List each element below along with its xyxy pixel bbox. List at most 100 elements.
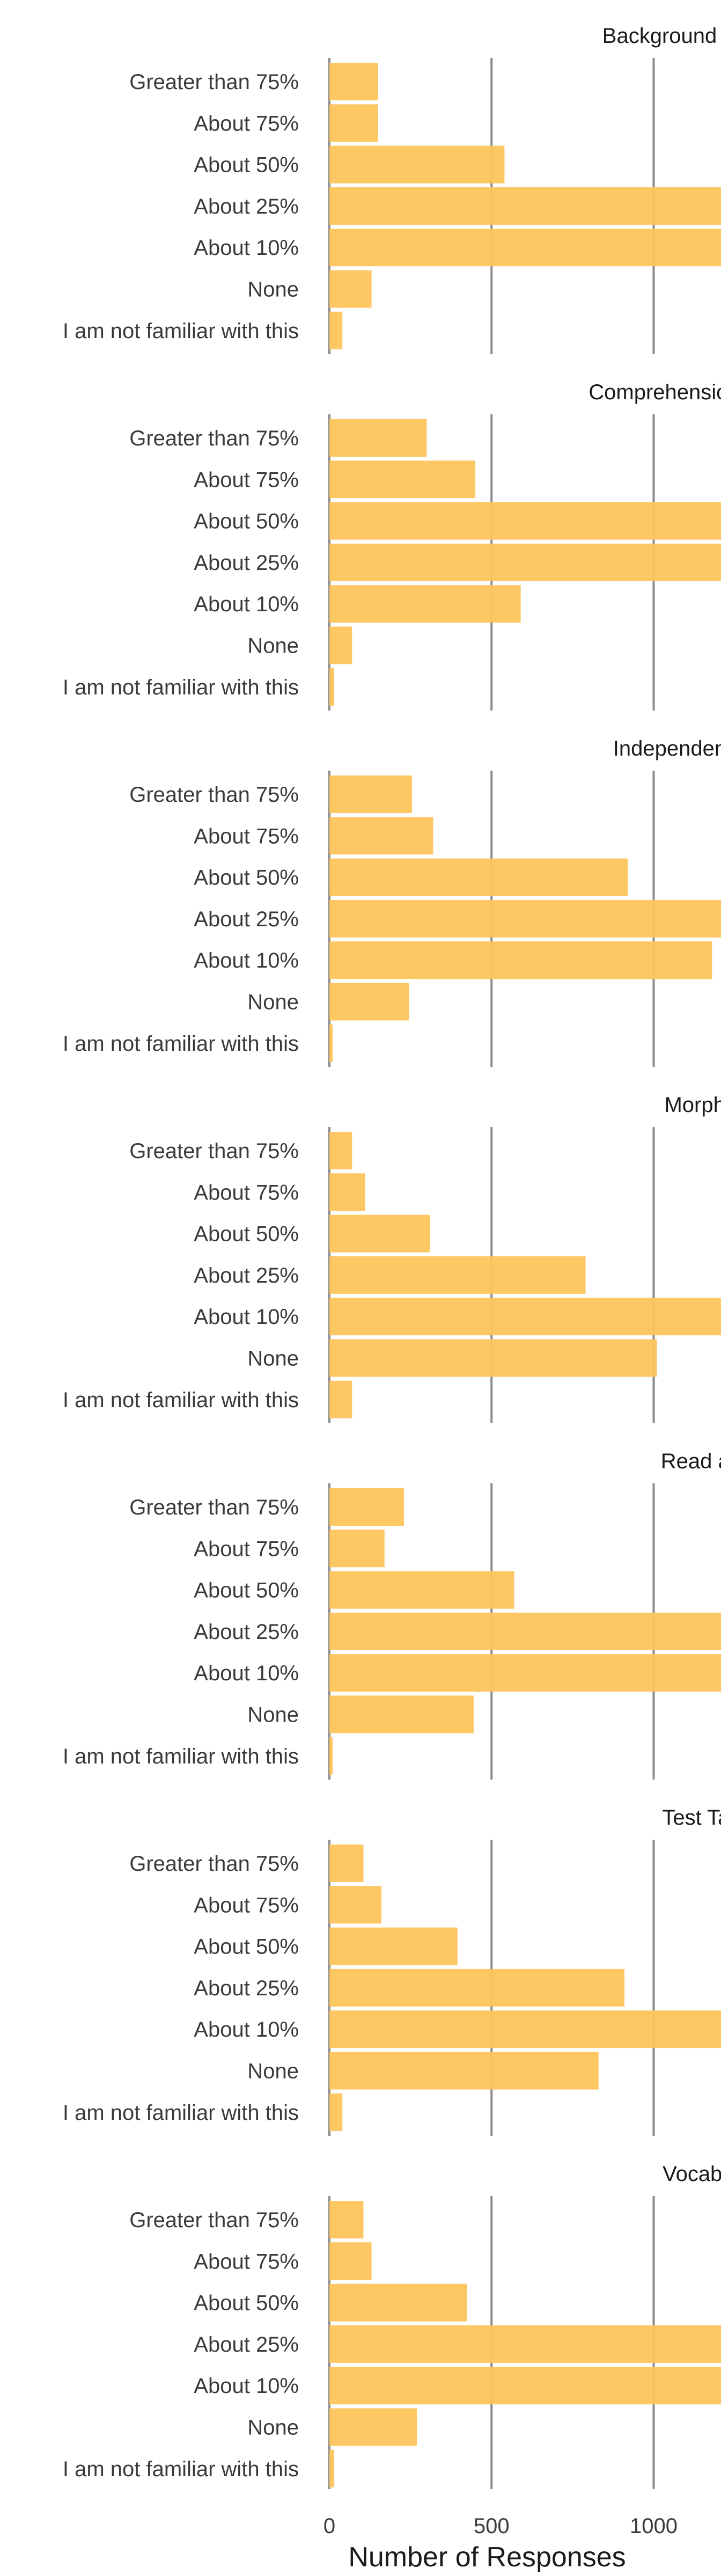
category-label: I am not familiar with this <box>63 676 299 699</box>
category-label: About 10% <box>194 949 299 972</box>
bar <box>329 1214 430 1253</box>
category-label: I am not familiar with this <box>63 1032 299 1056</box>
panel-2: Comprehension Strategies Greater than 75%… <box>63 380 721 711</box>
bar <box>329 2010 721 2048</box>
bar <box>329 145 505 184</box>
bar <box>329 460 476 499</box>
category-label: I am not familiar with this <box>63 2101 299 2125</box>
category-label: About 75% <box>194 824 299 848</box>
bar <box>329 1845 364 1882</box>
bar <box>329 1654 721 1692</box>
x-axis: 0500100015002000 <box>323 2514 678 2538</box>
category-label: I am not familiar with this <box>63 2457 299 2481</box>
x-tick-label: 0 <box>323 2514 335 2538</box>
category-label: About 25% <box>194 551 299 575</box>
bar <box>329 1571 514 1609</box>
category-label: About 50% <box>194 2292 299 2315</box>
category-label: None <box>247 991 299 1014</box>
panel-1: Background Knowledge Greater than 75% Abou… <box>63 24 721 354</box>
bar <box>329 2449 335 2487</box>
x-axis-title: Number of Responses <box>348 2542 626 2573</box>
bar <box>329 1298 721 1336</box>
category-label: About 25% <box>194 1620 299 1644</box>
category-label: About 75% <box>194 468 299 492</box>
category-label: About 25% <box>194 195 299 218</box>
bar <box>329 1024 333 1062</box>
bar <box>329 419 427 457</box>
category-label: About 10% <box>194 1662 299 1685</box>
category-label: About 50% <box>194 866 299 890</box>
bar <box>329 2408 417 2446</box>
bar <box>329 2284 467 2322</box>
bar <box>329 626 352 664</box>
panel-title: Vocabulary <box>663 2162 721 2186</box>
bar <box>329 1380 352 1418</box>
bar <box>329 229 721 267</box>
bar <box>329 502 721 540</box>
bar <box>329 941 712 979</box>
category-label: None <box>247 634 299 658</box>
category-label: About 10% <box>194 2374 299 2398</box>
bar <box>329 2325 721 2363</box>
category-label: About 50% <box>194 1579 299 1602</box>
bar <box>329 1886 381 1924</box>
category-label: About 10% <box>194 592 299 616</box>
bar <box>329 1927 458 1965</box>
bar <box>329 775 413 813</box>
panel-5: Read aloud Greater than 75% About 75% About… <box>63 1450 721 1780</box>
category-label: About 75% <box>194 2250 299 2273</box>
panel-title: Read aloud <box>661 1450 721 1473</box>
panels: Background Knowledge Greater than 75% Abou… <box>63 24 721 2489</box>
bar <box>329 817 433 855</box>
category-label: None <box>247 1703 299 1727</box>
bar <box>329 2052 599 2090</box>
bar <box>329 63 378 100</box>
category-label: I am not familiar with this <box>63 319 299 343</box>
category-label: Greater than 75% <box>129 1852 299 1876</box>
category-label: About 50% <box>194 153 299 177</box>
bar <box>329 1695 474 1733</box>
category-label: None <box>247 2416 299 2440</box>
category-label: I am not familiar with this <box>63 1388 299 1412</box>
category-label: About 50% <box>194 510 299 533</box>
category-label: About 10% <box>194 2018 299 2041</box>
category-label: About 25% <box>194 1264 299 1287</box>
category-label: About 25% <box>194 1977 299 2000</box>
category-label: Greater than 75% <box>129 70 299 94</box>
bar <box>329 585 521 623</box>
category-label: Greater than 75% <box>129 783 299 807</box>
category-label: About 10% <box>194 236 299 260</box>
category-label: About 75% <box>194 1893 299 1917</box>
bar <box>329 2367 721 2405</box>
bar <box>329 1612 721 1650</box>
category-label: About 25% <box>194 908 299 931</box>
bar <box>329 187 721 225</box>
bar <box>329 1968 625 2007</box>
bar <box>329 2201 364 2238</box>
category-label: Greater than 75% <box>129 1496 299 1519</box>
bar <box>329 983 409 1021</box>
panel-7: Vocabulary Greater than 75% About 75% About… <box>63 2162 721 2489</box>
bar <box>329 1256 586 1294</box>
category-label: Greater than 75% <box>129 2208 299 2232</box>
category-label: About 10% <box>194 1305 299 1329</box>
panel-title: Test Taking <box>662 1806 721 1829</box>
category-label: None <box>247 1347 299 1371</box>
bar <box>329 543 721 581</box>
category-label: About 50% <box>194 1935 299 1959</box>
bar <box>329 1132 352 1169</box>
category-label: About 75% <box>194 1537 299 1561</box>
bar <box>329 270 372 308</box>
panel-4: Morpheme Greater than 75% About 75% About 5… <box>63 1093 721 1423</box>
category-label: Greater than 75% <box>129 427 299 450</box>
bar <box>329 1173 365 1211</box>
bar <box>329 668 335 706</box>
panel-title: Background Knowledge <box>602 24 721 48</box>
panel-title: Independent Reading <box>613 737 721 760</box>
bar <box>329 2242 372 2280</box>
bar <box>329 2093 343 2131</box>
bar <box>329 1339 657 1377</box>
bar <box>329 104 378 142</box>
